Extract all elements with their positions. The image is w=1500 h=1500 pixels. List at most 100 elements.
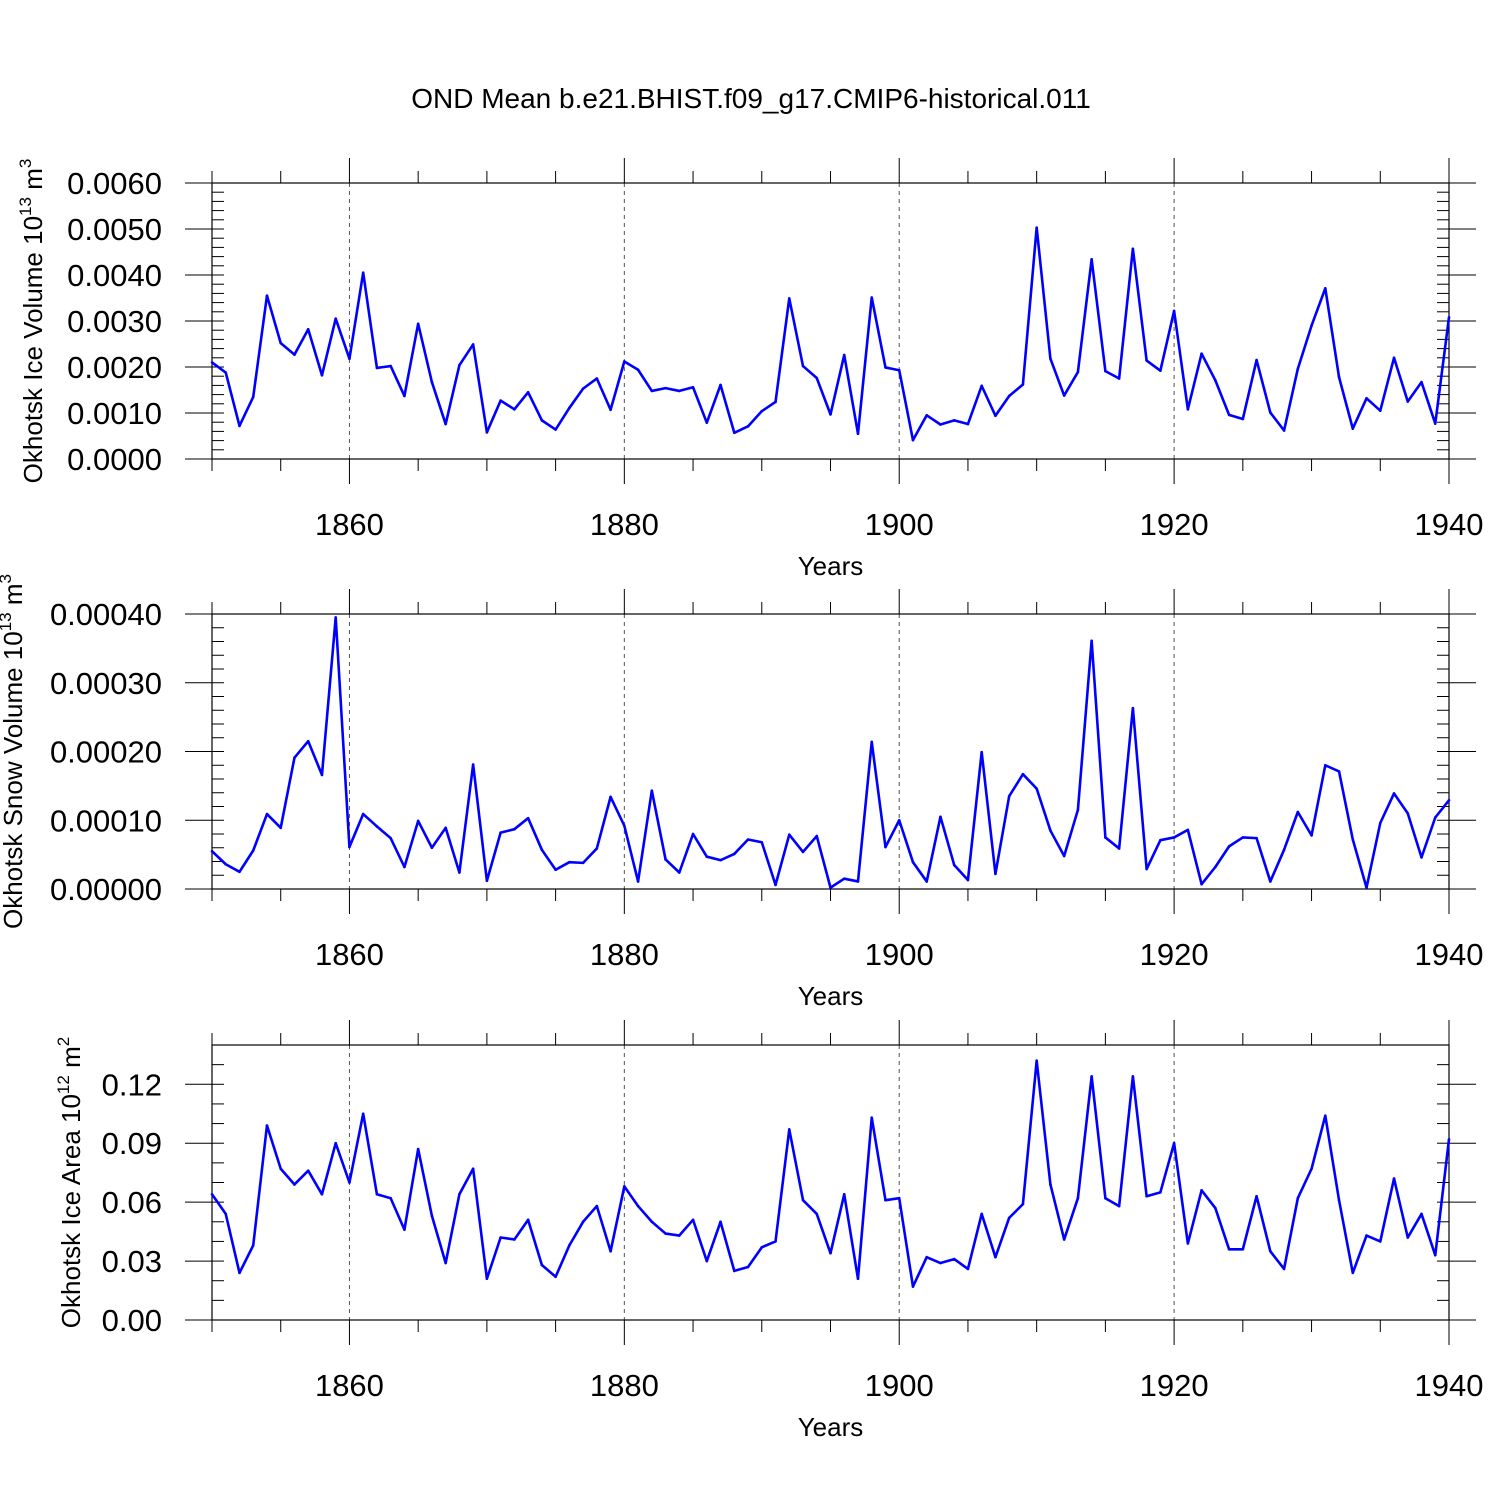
data-point bbox=[526, 391, 530, 394]
data-point bbox=[664, 1232, 667, 1235]
x-tick-label: 1900 bbox=[865, 937, 934, 972]
x-tick-label: 1880 bbox=[590, 937, 659, 972]
data-point bbox=[678, 871, 681, 874]
data-point bbox=[705, 421, 709, 424]
data-point bbox=[1131, 706, 1135, 710]
data-point bbox=[1351, 1271, 1355, 1275]
data-point bbox=[623, 1185, 626, 1188]
data-point bbox=[1062, 1238, 1066, 1241]
data-point bbox=[1021, 383, 1025, 386]
data-point bbox=[719, 383, 722, 387]
data-point bbox=[1447, 1137, 1451, 1141]
data-point bbox=[348, 1181, 351, 1184]
data-point bbox=[1049, 357, 1052, 361]
data-point bbox=[1062, 854, 1066, 858]
data-point bbox=[1214, 1206, 1217, 1210]
data-point bbox=[842, 877, 846, 880]
data-point bbox=[884, 1198, 887, 1202]
data-point bbox=[210, 1192, 214, 1196]
data-point bbox=[334, 616, 338, 619]
data-point bbox=[1104, 836, 1107, 839]
data-point bbox=[499, 831, 502, 834]
data-point bbox=[746, 838, 750, 841]
data-point bbox=[774, 1240, 777, 1243]
data-point bbox=[1420, 1212, 1423, 1216]
data-point bbox=[1200, 882, 1203, 886]
data-point bbox=[1282, 429, 1286, 432]
data-point bbox=[774, 883, 777, 887]
data-point bbox=[238, 870, 241, 874]
data-point bbox=[581, 387, 585, 390]
data-point bbox=[732, 1269, 736, 1273]
data-point bbox=[210, 361, 214, 364]
data-point bbox=[320, 1192, 324, 1196]
data-point bbox=[293, 1183, 296, 1186]
data-point bbox=[320, 373, 324, 377]
data-point bbox=[1310, 324, 1313, 327]
data-point bbox=[293, 353, 296, 356]
panel-2: 1860 1880 1900 1920 1940 Years 0.00000 0.00010 0… bbox=[0, 574, 1483, 1011]
data-point bbox=[1172, 836, 1176, 839]
data-point bbox=[1035, 226, 1038, 229]
data-point bbox=[279, 826, 283, 830]
data-point bbox=[994, 414, 997, 418]
data-point bbox=[1269, 880, 1272, 883]
data-point bbox=[293, 756, 296, 759]
x-tick-label: 1900 bbox=[865, 1368, 934, 1403]
data-point bbox=[842, 353, 846, 357]
data-point bbox=[334, 317, 338, 321]
data-point bbox=[444, 1261, 447, 1265]
data-point bbox=[925, 880, 929, 883]
data-point bbox=[1310, 834, 1313, 837]
x-tick-label: 1880 bbox=[590, 507, 659, 542]
data-point bbox=[884, 366, 887, 369]
data-point bbox=[361, 271, 365, 275]
data-point bbox=[279, 1167, 283, 1171]
data-point bbox=[842, 1192, 846, 1196]
data-point bbox=[815, 376, 819, 380]
data-point bbox=[540, 1263, 544, 1267]
data-point bbox=[1172, 1141, 1176, 1145]
data-point bbox=[348, 357, 351, 361]
data-point bbox=[334, 1141, 338, 1145]
y-axis-title: Okhotsk Ice Area 1012 m2 bbox=[54, 1037, 86, 1328]
data-point bbox=[389, 836, 392, 840]
data-point bbox=[884, 845, 887, 849]
data-point bbox=[1324, 763, 1327, 767]
data-point bbox=[458, 1192, 461, 1196]
data-point bbox=[1227, 1247, 1231, 1251]
data-point bbox=[856, 432, 860, 436]
x-tick-label: 1880 bbox=[590, 1368, 659, 1403]
data-point bbox=[678, 1234, 681, 1237]
data-point bbox=[210, 849, 214, 853]
data-point bbox=[224, 371, 228, 374]
plot-frame bbox=[211, 613, 1450, 890]
data-point bbox=[540, 419, 544, 422]
data-point bbox=[1186, 408, 1190, 411]
data-point bbox=[568, 860, 571, 864]
data-point bbox=[1007, 394, 1011, 398]
y-tick-label: 0.0000 bbox=[67, 442, 162, 477]
data-point bbox=[664, 858, 667, 861]
data-point bbox=[1324, 287, 1327, 290]
data-point bbox=[1214, 865, 1217, 869]
x-tick-label: 1860 bbox=[315, 507, 384, 542]
data-point bbox=[458, 871, 461, 874]
data-point bbox=[1049, 1183, 1052, 1186]
data-point bbox=[856, 1277, 860, 1281]
y-axis-title-main: Okhotsk Snow Volume 10 bbox=[0, 631, 28, 929]
data-point bbox=[471, 763, 475, 766]
data-point bbox=[1255, 1194, 1258, 1198]
data-point bbox=[966, 878, 970, 882]
data-point bbox=[1007, 794, 1011, 798]
y-axis-title-unit: m bbox=[56, 1046, 86, 1075]
data-point bbox=[746, 1265, 750, 1269]
data-point bbox=[952, 419, 956, 422]
data-point bbox=[251, 1244, 255, 1247]
data-point bbox=[238, 424, 241, 428]
data-point bbox=[870, 296, 874, 299]
data-point bbox=[1227, 845, 1231, 848]
data-point bbox=[1131, 1075, 1135, 1078]
data-point bbox=[1159, 369, 1162, 372]
